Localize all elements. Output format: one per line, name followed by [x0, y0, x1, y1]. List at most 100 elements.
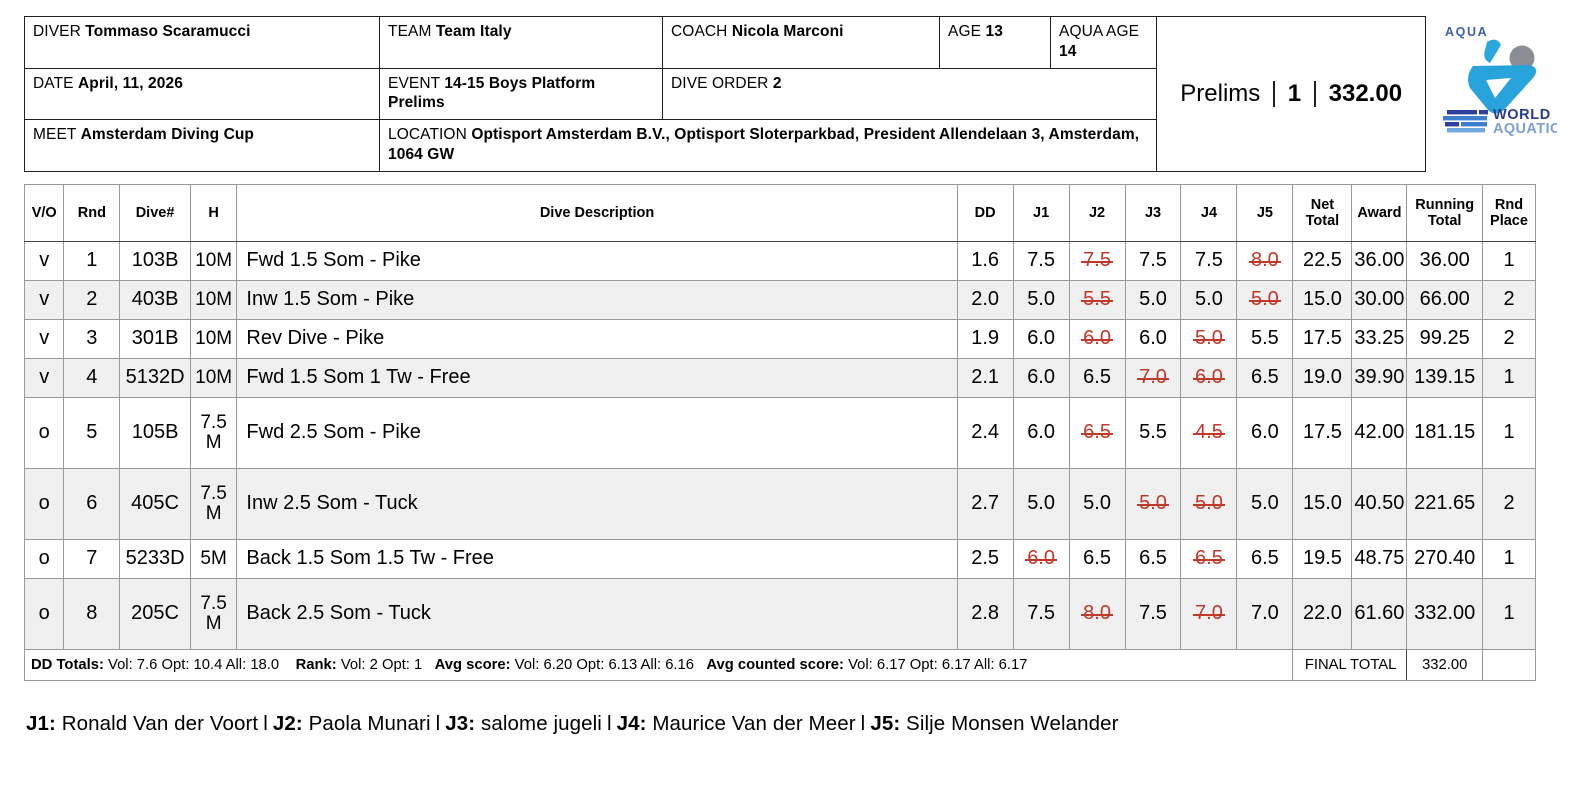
dropped-score: 7.0 [1193, 602, 1225, 625]
cell-dive-number: 403B [119, 279, 191, 320]
col-header-dd: DD [956, 183, 1014, 242]
judge-key: J3: [445, 711, 476, 735]
cell-dive-description: Inw 1.5 Som - Pike [236, 279, 958, 320]
coach-value: Nicola Marconi [731, 23, 844, 40]
dd-totals-text: Vol: 7.6 Opt: 10.4 All: 18.0 [108, 656, 280, 673]
cell-dive-number: 5132D [119, 357, 191, 398]
cell-judge-2: 6.5 [1068, 357, 1126, 398]
col-header-dive-number: Dive# [119, 183, 191, 242]
cell-judge-5: 6.0 [1236, 396, 1294, 469]
cell-running-total: 36.00 [1406, 240, 1484, 281]
cell-dive-description: Back 2.5 Som - Tuck [236, 577, 958, 650]
dropped-score: 6.0 [1081, 327, 1113, 350]
divider-1 [1273, 80, 1275, 107]
cell-judge-3: 5.0 [1124, 279, 1182, 320]
avg-score-text: Vol: 6.20 Opt: 6.13 All: 6.16 [514, 656, 695, 673]
info-row-1: DIVER Tommaso Scaramucci TEAM Team Italy… [24, 16, 1157, 69]
table-row[interactable]: o 6 405C 7.5 M Inw 2.5 Som - Tuck 2.7 5.0 5.0 5.0… [23, 467, 1536, 540]
cell-dd: 1.6 [956, 240, 1014, 281]
location-label: LOCATION [388, 126, 467, 144]
table-row[interactable]: v 1 103B 10M Fwd 1.5 Som - Pike 1.6 7.5 7.5 7.5 7… [23, 240, 1536, 281]
dropped-score: 5.5 [1081, 288, 1113, 311]
col-header-net-total: Net Total [1292, 183, 1353, 242]
team-label: TEAM [388, 23, 432, 40]
rank-text: Vol: 2 Opt: 1 [340, 656, 423, 673]
judge-name: Paola Munari [302, 711, 431, 735]
cell-dd: 2.5 [956, 538, 1014, 579]
cell-award: 48.75 [1351, 538, 1408, 579]
cell-judge-5: 5.0 [1236, 279, 1294, 320]
cell-rnd: 2 [63, 279, 121, 320]
dive-order-value: 2 [772, 74, 782, 92]
cell-award: 30.00 [1351, 279, 1408, 320]
cell-running-total: 332.00 [1406, 577, 1484, 650]
cell-running-total: 221.65 [1406, 467, 1484, 540]
location-cell: LOCATION Optisport Amsterdam B.V., Optis… [379, 119, 1157, 172]
dropped-score: 5.0 [1193, 327, 1225, 350]
round-score-value: 332.00 [1328, 79, 1403, 107]
world-aquatics-logo: AQUA WORLD AQUATICS [1426, 16, 1560, 172]
table-row[interactable]: v 3 301B 10M Rev Dive - Pike 1.9 6.0 6.0 6.0 5.0 5… [23, 318, 1536, 359]
judge-key: J1: [26, 711, 56, 735]
cell-running-total: 139.15 [1406, 357, 1484, 398]
svg-text:WORLD: WORLD [1493, 107, 1551, 123]
col-header-j2: J2 [1068, 183, 1126, 242]
cell-dive-description: Fwd 2.5 Som - Pike [236, 396, 958, 469]
judge-key: J4: [616, 711, 647, 735]
cell-running-total: 99.25 [1406, 318, 1484, 359]
col-header-vo: V/O [23, 183, 65, 242]
cell-judge-4: 6.5 [1180, 538, 1238, 579]
cell-judge-2: 6.5 [1068, 396, 1126, 469]
net-total-line2: Total [1305, 212, 1340, 229]
dropped-score: 6.0 [1025, 547, 1057, 570]
cell-rnd: 4 [63, 357, 121, 398]
cell-judge-5: 8.0 [1236, 240, 1294, 281]
cell-net-total: 17.5 [1292, 318, 1353, 359]
date-label: DATE [33, 74, 74, 92]
cell-dive-number: 103B [119, 240, 191, 281]
diver-cell: DIVER Tommaso Scaramucci [24, 16, 380, 69]
coach-label: COACH [671, 23, 728, 40]
cell-rnd: 3 [63, 318, 121, 359]
cell-judge-4: 4.5 [1180, 396, 1238, 469]
cell-award: 36.00 [1351, 240, 1408, 281]
cell-rnd-place: 1 [1482, 357, 1536, 398]
running-total-line1: Running [1415, 196, 1475, 213]
cell-height: 5M [189, 538, 238, 579]
cell-rnd-place: 1 [1482, 577, 1536, 650]
cell-dive-description: Rev Dive - Pike [236, 318, 958, 359]
cell-rnd: 7 [63, 538, 121, 579]
dive-order-cell: DIVE ORDER 2 [662, 67, 1157, 121]
cell-judge-1: 7.5 [1012, 240, 1070, 281]
judge-name: Ronald Van der Voort [55, 711, 259, 735]
table-row[interactable]: o 8 205C 7.5 M Back 2.5 Som - Tuck 2.8 7.5 8.0 7.… [23, 577, 1536, 650]
table-row[interactable]: v 4 5132D 10M Fwd 1.5 Som 1 Tw - Free 2.1 6.0 6… [23, 357, 1536, 398]
cell-judge-4: 6.0 [1180, 357, 1238, 398]
cell-judge-1: 5.0 [1012, 279, 1070, 320]
cell-judge-5: 6.5 [1236, 538, 1294, 579]
diver-label: DIVER [33, 23, 81, 40]
aqua-age-value: 14 [1059, 42, 1077, 60]
judge-name: Silje Monsen Welander [900, 711, 1119, 735]
table-row[interactable]: o 7 5233D 5M Back 1.5 Som 1.5 Tw - Free 2.5 6.… [23, 538, 1536, 579]
cell-judge-1: 6.0 [1012, 318, 1070, 359]
table-row[interactable]: o 5 105B 7.5 M Fwd 2.5 Som - Pike 2.4 6.0 6.5 5.5… [23, 396, 1536, 469]
svg-text:AQUA: AQUA [1445, 25, 1488, 39]
cell-net-total: 17.5 [1292, 396, 1353, 469]
table-row[interactable]: v 2 403B 10M Inw 1.5 Som - Pike 2.0 5.0 5.5 5.0 5… [23, 279, 1536, 320]
judge-separator: l [263, 711, 268, 735]
event-value: 14-15 Boys Platform Prelims [388, 74, 596, 112]
judges-panel: J1: Ronald Van der Voort l J2: Paola Munar… [24, 711, 1560, 738]
cell-judge-3: 7.5 [1124, 240, 1182, 281]
coach-cell: COACH Nicola Marconi [662, 16, 940, 69]
divider-2 [1314, 80, 1316, 107]
cell-height: 7.5 M [189, 577, 238, 650]
event-label: EVENT [388, 74, 440, 92]
dropped-score: 7.5 [1081, 249, 1113, 272]
col-header-j1: J1 [1012, 183, 1070, 242]
cell-rnd-place: 2 [1482, 467, 1536, 540]
col-header-dive-description: Dive Description [236, 183, 958, 242]
cell-judge-1: 5.0 [1012, 467, 1070, 540]
cell-judge-2: 6.5 [1068, 538, 1126, 579]
